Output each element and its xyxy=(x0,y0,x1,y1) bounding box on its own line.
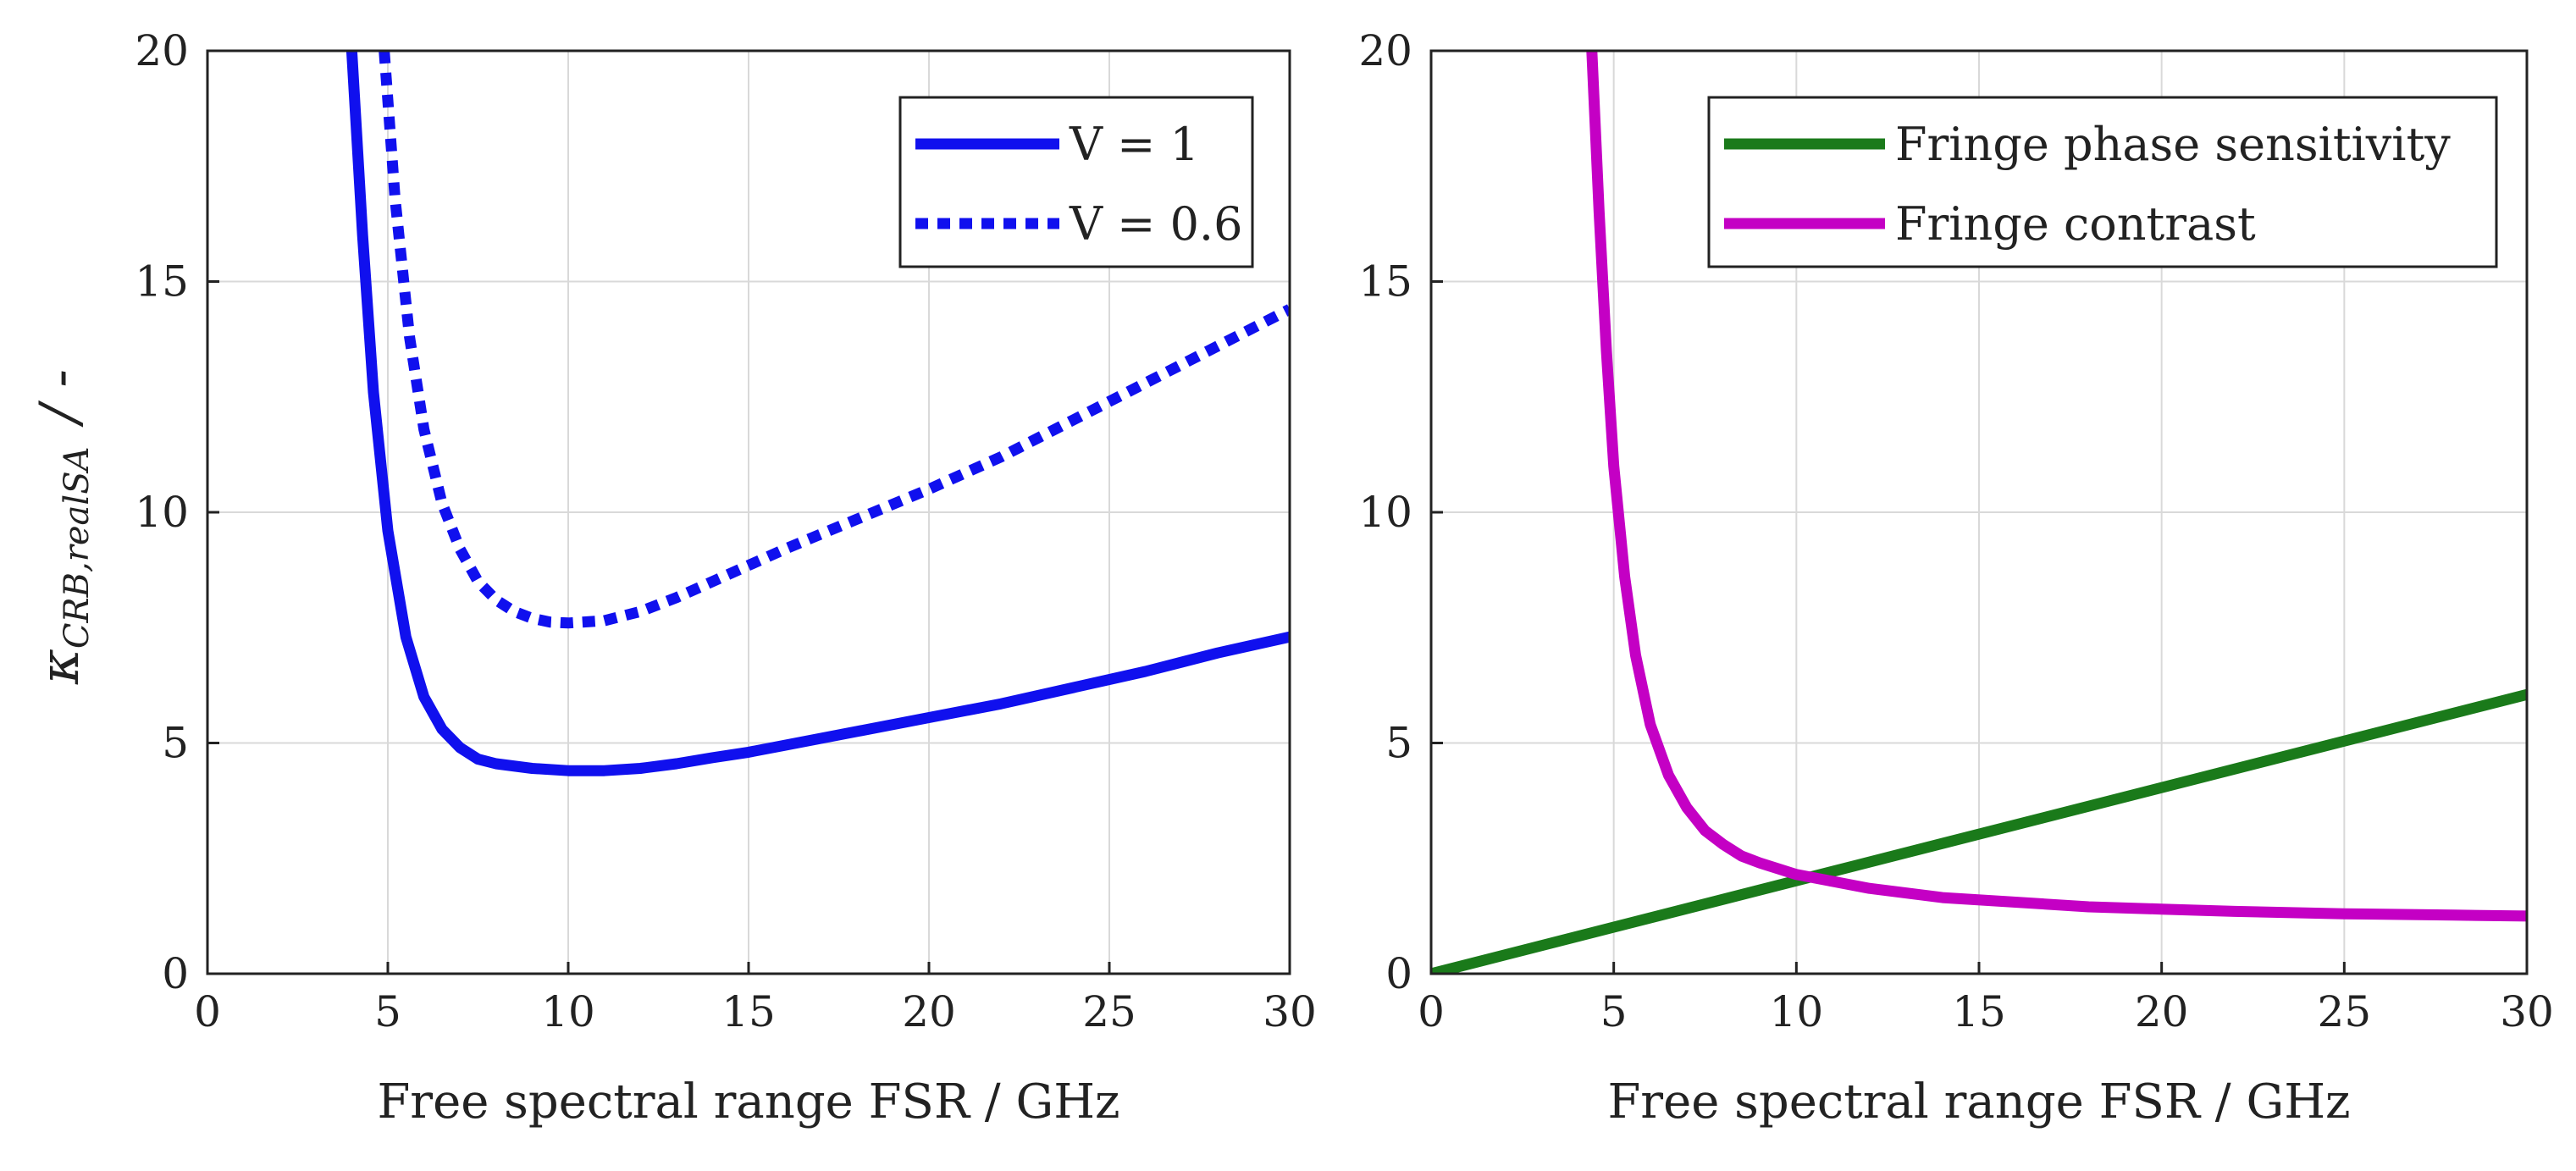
left-x-tick-label: 25 xyxy=(1082,987,1136,1036)
right-y-tick-label: 20 xyxy=(1358,26,1412,75)
right-x-tick-label: 20 xyxy=(2135,987,2189,1036)
right-x-axis-label: Free spectral range FSR / GHz xyxy=(1607,1074,2350,1130)
left-legend-label: V = 0.6 xyxy=(1069,197,1242,251)
right-x-tick-label: 0 xyxy=(1418,987,1445,1036)
left-series-line-v-1 xyxy=(345,51,1290,776)
left-y-tick-label: 0 xyxy=(162,949,189,998)
left-chart-panel: 0 5 10 15 20 25 30 0 5 10 15 20 V = 1 V = 0.6 Free s… xyxy=(29,26,1317,1130)
right-series-line-fringe-contrast xyxy=(1586,51,2527,922)
right-series-line-fringe-phase-sensitivity xyxy=(1431,688,2527,974)
left-y-tick-label: 20 xyxy=(135,26,189,75)
right-legend-box xyxy=(1707,96,2498,268)
right-x-tick-label: 10 xyxy=(1770,987,1824,1036)
right-x-tick-label: 5 xyxy=(1600,987,1628,1036)
y-axis-symbol: κ xyxy=(29,649,91,685)
left-x-tick-label: 15 xyxy=(721,987,776,1036)
left-legend-box xyxy=(898,96,1254,268)
left-legend: V = 1 V = 0.6 xyxy=(898,96,1254,268)
right-x-tick-label: 25 xyxy=(2318,987,2372,1036)
y-axis-unit: / - xyxy=(29,369,91,428)
left-y-tick-label: 5 xyxy=(162,719,189,768)
right-y-tick-label: 0 xyxy=(1385,949,1412,998)
left-x-tick-label: 5 xyxy=(374,987,401,1036)
right-x-tick-label: 30 xyxy=(2500,987,2554,1036)
left-y-tick-label: 15 xyxy=(135,257,189,307)
left-y-tick-label: 10 xyxy=(135,488,189,537)
left-x-tick-label: 0 xyxy=(194,987,221,1036)
right-legend-label: Fringe contrast xyxy=(1895,197,2256,251)
right-y-tick-label: 5 xyxy=(1385,719,1412,768)
right-legend: Fringe phase sensitivity Fringe contrast xyxy=(1707,96,2498,268)
right-chart-panel: 0 5 10 15 20 25 30 0 5 10 15 20 Fringe phase sensit… xyxy=(1358,26,2553,1130)
left-x-tick-label: 20 xyxy=(902,987,956,1036)
left-legend-label: V = 1 xyxy=(1069,118,1199,171)
left-y-axis-label: κCRB,realSA / - xyxy=(29,369,97,685)
left-x-tick-label: 10 xyxy=(541,987,595,1036)
left-x-axis-label: Free spectral range FSR / GHz xyxy=(377,1074,1119,1130)
right-y-tick-label: 15 xyxy=(1358,257,1412,307)
left-series-line-v-0-6 xyxy=(379,51,1290,629)
right-x-tick-label: 15 xyxy=(1952,987,2006,1036)
left-x-tick-label: 30 xyxy=(1263,987,1317,1036)
right-legend-label: Fringe phase sensitivity xyxy=(1895,118,2451,171)
right-y-tick-label: 10 xyxy=(1358,488,1412,537)
y-axis-subscript: CRB,realSA xyxy=(58,447,97,649)
